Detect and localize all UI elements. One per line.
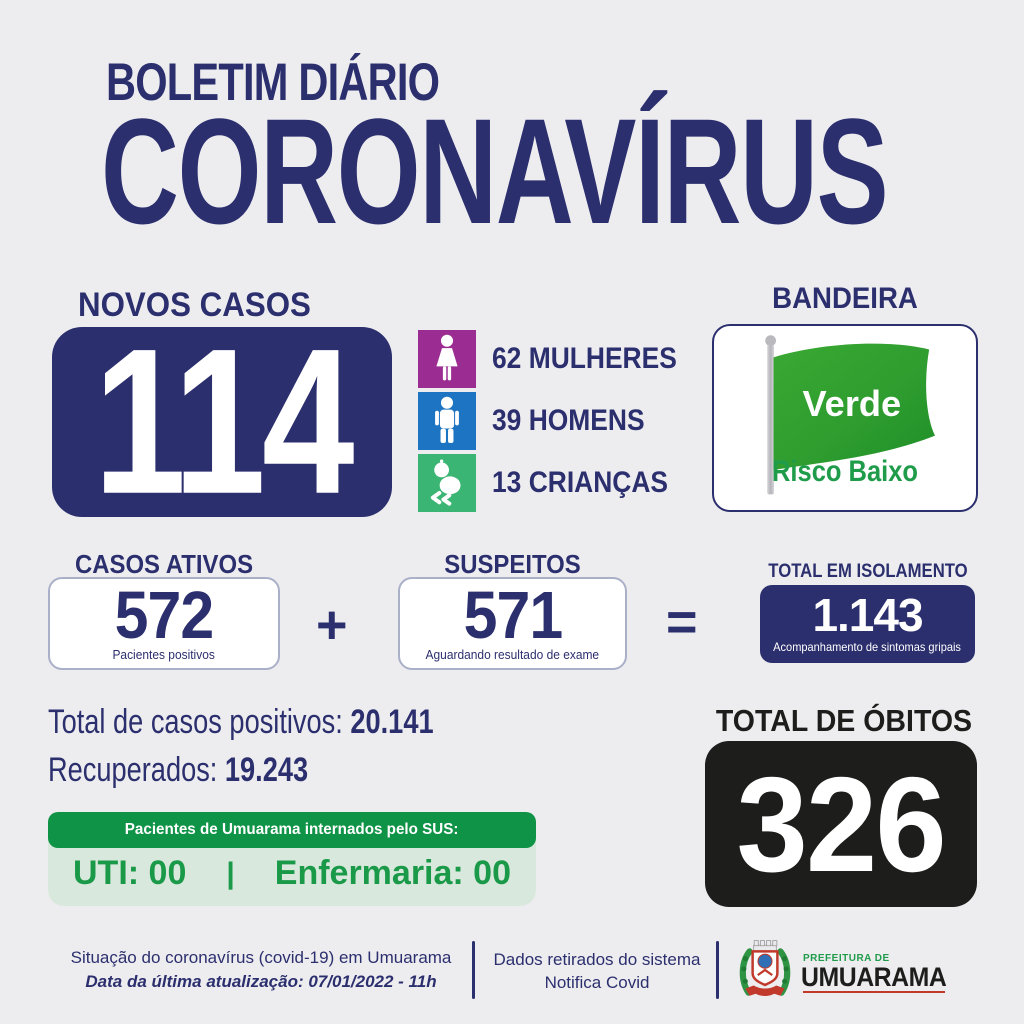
baby-icon [418, 454, 476, 512]
casos-ativos-value: 572 [114, 576, 215, 653]
obitos-label: TOTAL DE ÓBITOS [715, 703, 973, 738]
footer-situation-text: Situação do coronavírus (covid-19) em Um… [70, 948, 452, 967]
criancas-label: 13 CRIANÇAS [492, 466, 669, 499]
sus-separator: | [226, 856, 235, 890]
recuperados-label: Recuperados: [48, 751, 225, 789]
novos-casos-value: 114 [93, 306, 354, 538]
suspeitos-box: 571 Aguardando resultado de exame [398, 577, 627, 670]
recuperados-line: Recuperados: 19.243 [48, 751, 308, 790]
logo-city-name: UMUARAMA [801, 962, 947, 992]
green-flag-icon: Verde [765, 335, 936, 495]
recuperados-value: 19.243 [224, 751, 309, 789]
footer-source-left: Situação do coronavírus (covid-19) em Um… [55, 946, 467, 994]
page-title: CORONAVÍRUS [101, 87, 889, 255]
footer-divider [472, 941, 475, 999]
isolamento-caption: Acompanhamento de sintomas gripais [773, 639, 962, 654]
isolamento-label: TOTAL EM ISOLAMENTO [768, 561, 968, 582]
suspeitos-label: SUSPEITOS [444, 549, 581, 579]
logo-prefeitura-text: PREFEITURA DE [803, 953, 890, 964]
obitos-box: 326 [705, 741, 977, 907]
bandeira-label: BANDEIRA [772, 282, 918, 315]
sus-header-bar: Pacientes de Umuarama internados pelo SU… [48, 812, 536, 848]
man-icon [418, 392, 476, 450]
logo-red-underline [803, 991, 945, 993]
total-positivos-value: 20.141 [350, 703, 434, 741]
mulheres-label: 62 MULHERES [492, 342, 677, 375]
sus-header-text: Pacientes de Umuarama internados pelo SU… [125, 821, 459, 838]
isolamento-box: 1.143 Acompanhamento de sintomas gripais [760, 585, 975, 663]
flag-text: Verde [803, 383, 902, 424]
total-positivos-label: Total de casos positivos: [48, 703, 351, 741]
footer-update-date: Data da última atualização: 07/01/2022 -… [85, 972, 437, 991]
list-item-mulheres: 62 MULHERES [418, 330, 702, 388]
woman-icon [418, 330, 476, 388]
footer-divider [716, 941, 719, 999]
plus-operator: + [316, 595, 348, 655]
suspeitos-caption: Aguardando resultado de exame [425, 647, 600, 663]
uti-value: UTI: 00 [73, 854, 187, 892]
casos-ativos-caption: Pacientes positivos [112, 647, 216, 663]
list-item-criancas: 13 CRIANÇAS [418, 454, 702, 512]
equals-operator: = [666, 592, 698, 652]
list-item-homens: 39 HOMENS [418, 392, 702, 450]
footer-data-source-line1: Dados retirados do sistema [493, 950, 701, 969]
novos-casos-label: NOVOS CASOS [78, 286, 311, 324]
flag-panel: Verde [712, 324, 978, 512]
total-positivos-line: Total de casos positivos: 20.141 [48, 703, 434, 742]
suspeitos-value: 571 [463, 576, 563, 653]
casos-ativos-box: 572 Pacientes positivos [48, 577, 280, 670]
casos-ativos-label: CASOS ATIVOS [74, 549, 254, 579]
homens-label: 39 HOMENS [492, 404, 645, 437]
isolamento-value: 1.143 [812, 589, 923, 642]
obitos-value: 326 [736, 748, 947, 900]
sus-values-row: UTI: 00 | Enfermaria: 00 [48, 854, 536, 893]
bulletin-kicker: BOLETIM DIÁRIO [106, 53, 440, 113]
footer-data-source-line2: Notifica Covid [544, 973, 650, 992]
novos-casos-box: 114 [52, 318, 392, 526]
enfermaria-value: Enfermaria: 00 [274, 854, 511, 892]
footer-source-mid: Dados retirados do sistema Notifica Covi… [488, 948, 706, 994]
demographics-breakdown: 62 MULHERES 39 HOMENS [418, 330, 702, 512]
risk-level-text: Risco Baixo [772, 455, 918, 488]
umuarama-crest-logo [737, 938, 793, 1004]
